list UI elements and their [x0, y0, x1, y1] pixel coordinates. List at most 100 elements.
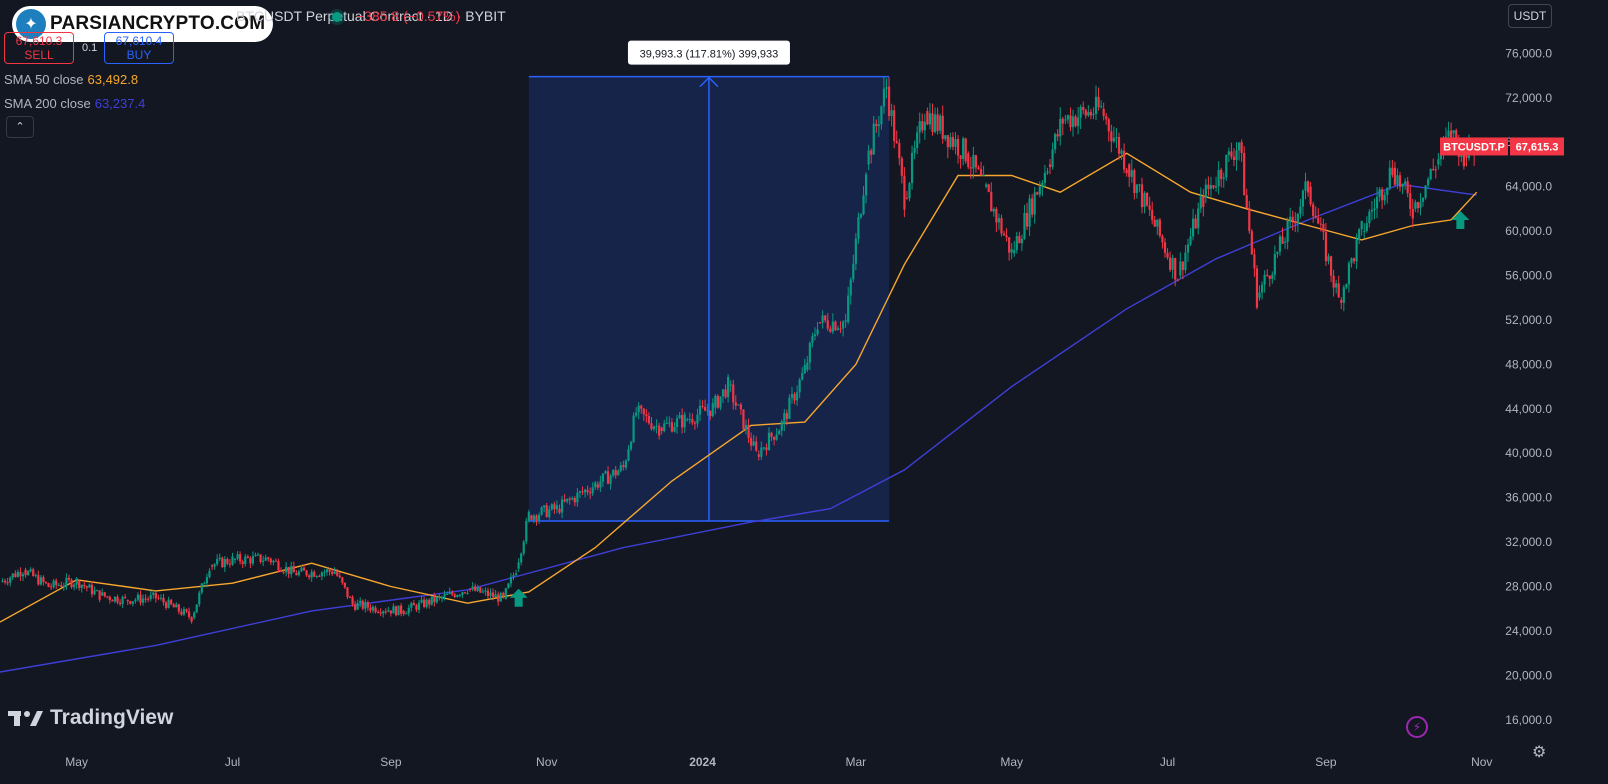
candle-body — [320, 572, 324, 577]
candle-body — [847, 295, 850, 323]
candle-body — [292, 566, 295, 573]
candle-body — [1398, 175, 1402, 187]
candle-body — [629, 441, 633, 450]
candle-body — [1335, 283, 1338, 288]
candle-body — [990, 191, 993, 212]
x-tick-label: May — [1000, 755, 1023, 769]
candle-body — [864, 174, 868, 196]
x-tick-label: Nov — [536, 755, 557, 769]
candle-body — [468, 588, 472, 590]
candle-body — [642, 408, 645, 415]
candle-body — [581, 491, 584, 493]
candle-body — [895, 140, 898, 143]
candle-body — [1263, 274, 1266, 285]
candle-body — [42, 577, 45, 583]
candle-body — [1286, 220, 1289, 242]
candle-body — [1342, 287, 1345, 303]
candle-body — [1176, 279, 1179, 281]
candle-body — [1, 580, 4, 583]
collapse-legend-button[interactable]: ⌃ — [6, 116, 34, 138]
candle-body — [1082, 107, 1085, 111]
candle-body — [1381, 189, 1384, 201]
candle-body — [239, 554, 242, 562]
candle-body — [116, 596, 119, 603]
tradingview-logo[interactable]: TradingView — [8, 706, 173, 730]
candle-body — [1046, 171, 1049, 173]
candle-body — [415, 605, 418, 610]
candle-body — [241, 561, 244, 564]
candle-body — [951, 136, 955, 147]
candle-body — [1427, 179, 1430, 186]
candle-body — [1077, 117, 1080, 127]
symbol-title[interactable]: BTCUSDT Perpetual Contract · 1D · BYBIT — [236, 8, 506, 24]
candle-body — [839, 328, 842, 330]
order-quantity[interactable]: 0.1 — [82, 42, 98, 54]
candle-body — [655, 425, 658, 427]
candle-body — [1186, 244, 1190, 253]
candle-body — [147, 598, 150, 600]
candle-body — [693, 422, 697, 424]
candle-body — [1253, 254, 1256, 269]
sell-button[interactable]: 67,610.3 SELL — [4, 32, 74, 64]
y-tick-label: 64,000.0 — [1505, 180, 1552, 194]
sma50-label: SMA 50 close — [4, 72, 84, 87]
candle-body — [627, 449, 630, 461]
candle-body — [767, 432, 771, 451]
candle-body — [527, 511, 530, 521]
gear-icon[interactable]: ⚙ — [1532, 744, 1547, 761]
candle-body — [1301, 190, 1305, 207]
candle-body — [425, 599, 428, 607]
candle-body — [890, 110, 893, 116]
candle-body — [295, 573, 298, 576]
candle-body — [1197, 208, 1200, 229]
buy-button[interactable]: 67,610.4 BUY — [104, 32, 174, 64]
candle-body — [210, 565, 214, 567]
sma50-legend[interactable]: SMA 50 close 63,492.8 — [4, 72, 138, 87]
candle-body — [308, 575, 311, 578]
candle-body — [356, 603, 359, 610]
candle-body — [640, 405, 643, 409]
candle-body — [1429, 168, 1432, 180]
candle-body — [1289, 216, 1292, 221]
candle-body — [1363, 230, 1366, 232]
candle-body — [502, 592, 505, 596]
candle-body — [660, 427, 663, 431]
candle-body — [83, 584, 86, 587]
candle-body — [1181, 261, 1184, 271]
candle-body — [962, 138, 965, 159]
candle-body — [619, 465, 622, 471]
candle-body — [177, 604, 180, 612]
lightning-icon[interactable]: ⚡ — [1406, 716, 1428, 738]
candle-body — [1432, 168, 1435, 170]
candle-body — [1130, 170, 1133, 177]
candle-body — [1048, 164, 1052, 167]
candle-body — [568, 498, 571, 500]
candle-body — [750, 437, 753, 446]
candle-body — [785, 413, 788, 419]
x-tick-label: Sep — [380, 755, 402, 769]
candle-body — [1243, 152, 1246, 196]
candle-body — [663, 423, 666, 431]
sma200-legend[interactable]: SMA 200 close 63,237.4 — [4, 96, 145, 111]
candle-body — [499, 592, 502, 602]
candle-body — [494, 594, 497, 597]
candle-body — [1015, 236, 1018, 251]
candle-body — [1207, 184, 1210, 189]
candle-body — [351, 597, 354, 605]
price-tag-box — [1510, 137, 1564, 156]
candle-body — [1023, 213, 1026, 239]
candle-body — [389, 610, 392, 614]
candle-body — [108, 596, 111, 600]
candle-body — [1237, 142, 1241, 151]
candle-body — [223, 559, 226, 568]
candle-body — [1194, 218, 1197, 229]
candle-body — [1094, 96, 1098, 115]
currency-selector[interactable]: USDT — [1508, 4, 1552, 28]
candle-body — [1184, 252, 1187, 271]
candle-body — [1299, 206, 1302, 214]
candle-body — [300, 567, 303, 572]
candle-body — [921, 121, 924, 131]
candle-body — [681, 415, 684, 428]
candle-body — [354, 604, 357, 610]
